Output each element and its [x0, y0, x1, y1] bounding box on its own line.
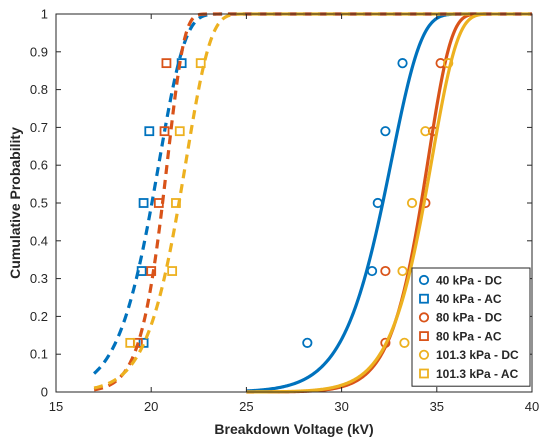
data-point — [302, 337, 313, 348]
y-tick-label: 0.2 — [30, 309, 48, 324]
data-point — [138, 198, 149, 208]
data-point — [161, 58, 172, 69]
data-point — [443, 58, 454, 69]
data-point — [195, 58, 206, 69]
legend-label: 101.3 kPa - DC — [436, 348, 519, 362]
data-point — [397, 58, 408, 69]
x-tick-label: 25 — [239, 399, 253, 414]
x-tick-label: 15 — [49, 399, 63, 414]
data-point — [136, 266, 147, 276]
y-tick-label: 0 — [41, 385, 48, 400]
y-tick-label: 0.9 — [30, 44, 48, 59]
y-tick-label: 0.6 — [30, 158, 48, 173]
data-point — [397, 265, 408, 277]
data-point — [146, 266, 157, 276]
data-point — [399, 337, 410, 348]
x-axis-title: Breakdown Voltage (kV) — [214, 421, 373, 437]
y-tick-label: 0.8 — [30, 82, 48, 97]
y-tick-label: 1 — [41, 7, 48, 22]
x-tick-label: 40 — [525, 399, 539, 414]
data-point — [366, 265, 378, 277]
legend-marker — [419, 293, 429, 304]
legend-label: 101.3 kPa - AC — [436, 367, 519, 381]
y-tick-label: 0.1 — [30, 347, 48, 362]
y-tick-label: 0.5 — [30, 196, 48, 211]
legend-label: 80 kPa - DC — [436, 311, 502, 325]
data-point — [171, 198, 181, 208]
data-point — [176, 58, 187, 69]
data-point — [406, 197, 418, 209]
legend-label: 80 kPa - AC — [436, 329, 502, 343]
legend-label: 40 kPa - DC — [436, 273, 502, 287]
data-point — [174, 126, 185, 137]
x-tick-label: 20 — [144, 399, 158, 414]
y-tick-label: 0.4 — [30, 233, 48, 248]
data-point — [380, 265, 391, 277]
x-tick-label: 30 — [334, 399, 348, 414]
data-point — [167, 266, 178, 276]
legend-label: 40 kPa - AC — [436, 292, 502, 306]
y-tick-label: 0.3 — [30, 271, 48, 286]
data-point — [420, 126, 431, 137]
data-point — [380, 126, 391, 137]
data-point — [159, 126, 170, 137]
data-point — [125, 337, 136, 348]
legend-marker — [419, 368, 429, 379]
legend-marker — [418, 312, 430, 323]
y-axis-title: Cumulative Probability — [7, 127, 23, 279]
x-axis-ticks: 15 20 25 30 35 40 — [49, 14, 539, 414]
legend-marker — [418, 274, 430, 286]
legend-box — [411, 267, 531, 387]
data-point — [153, 198, 164, 208]
legend-marker — [419, 331, 429, 342]
data-point — [372, 197, 383, 209]
data-point — [144, 126, 155, 137]
x-tick-label: 35 — [430, 399, 444, 414]
legend: 40 kPa - DC 40 kPa - AC 80 kPa - DC 80 kPa … — [411, 267, 531, 387]
legend-marker — [418, 349, 430, 360]
y-tick-label: 0.7 — [30, 120, 48, 135]
